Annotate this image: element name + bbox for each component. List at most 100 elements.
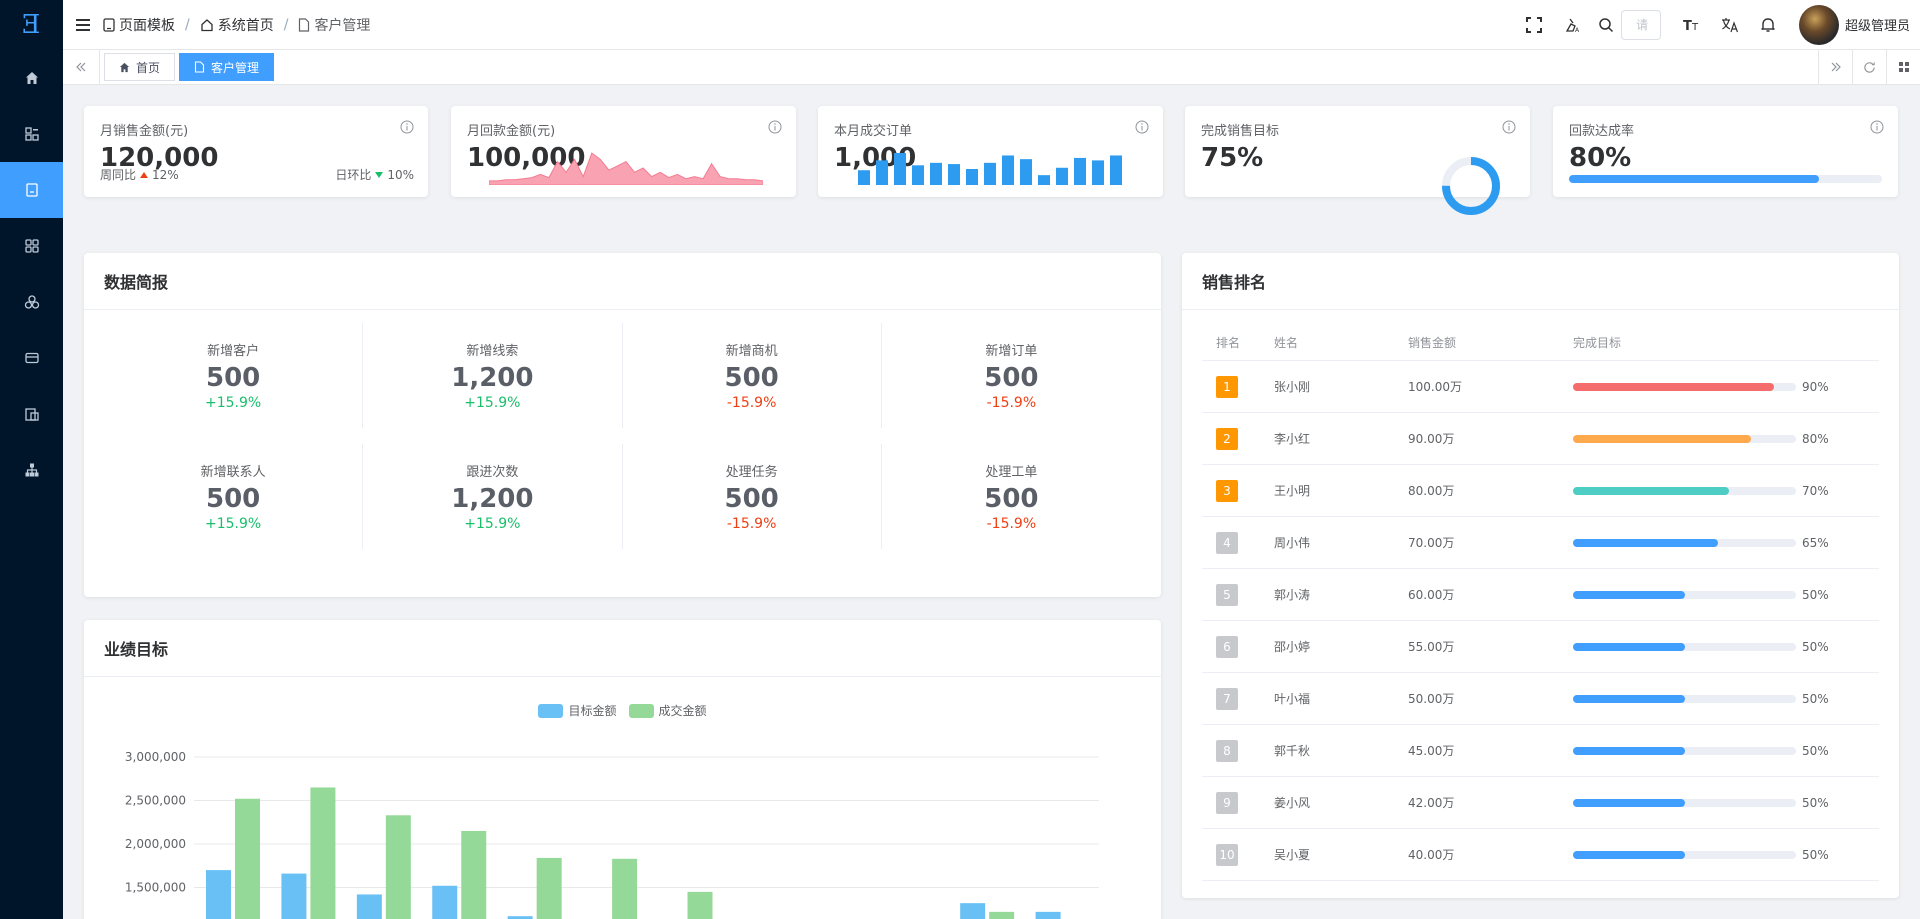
- table-row[interactable]: 2 李小红 90.00万 80%: [1202, 413, 1879, 465]
- chart-bar[interactable]: [507, 916, 533, 919]
- table-row[interactable]: 3 王小明 80.00万 70%: [1202, 465, 1879, 517]
- rank-progress: 65%: [1573, 536, 1879, 550]
- table-row[interactable]: 7 叶小福 50.00万 50%: [1202, 673, 1879, 725]
- nav-files[interactable]: [0, 386, 63, 442]
- brief-item: 新增客户 500 +15.9%: [104, 323, 364, 428]
- rank-name: 叶小福: [1274, 692, 1311, 706]
- info-icon[interactable]: [1870, 120, 1884, 134]
- rank-name: 张小刚: [1274, 380, 1311, 394]
- fullscreen-button[interactable]: [1515, 16, 1553, 33]
- rank-progress: 50%: [1573, 692, 1879, 706]
- brief-value: 500: [205, 363, 261, 393]
- info-icon[interactable]: [400, 120, 414, 134]
- table-row[interactable]: 5 郭小涛 60.00万 50%: [1202, 569, 1879, 621]
- username[interactable]: 超级管理员: [1844, 19, 1910, 34]
- theme-button[interactable]: A: [1553, 17, 1591, 33]
- table-row[interactable]: 6 邵小婷 55.00万 50%: [1202, 621, 1879, 673]
- chart-bar[interactable]: [687, 891, 713, 919]
- svg-text:T: T: [1691, 22, 1699, 32]
- files-icon: [24, 408, 39, 421]
- chart-bar[interactable]: [989, 911, 1015, 919]
- nav-components[interactable]: [0, 274, 63, 330]
- rank-amount: 40.00万: [1408, 848, 1455, 862]
- chart-bar[interactable]: [385, 815, 411, 919]
- tags-scroll-right-button[interactable]: [1818, 50, 1852, 84]
- tag-home[interactable]: 首页: [104, 53, 176, 81]
- info-icon[interactable]: [768, 120, 782, 134]
- progress-fill: [1573, 538, 1718, 547]
- spark-bar: [1056, 167, 1068, 185]
- brief-label: 新增商机: [725, 344, 778, 359]
- brief-label: 处理任务: [725, 465, 778, 480]
- chart-bar[interactable]: [206, 870, 231, 919]
- breadcrumb-item[interactable]: 系统首页: [200, 15, 274, 35]
- stat-card-monthly-orders: 本月成交订单 1,000: [818, 106, 1163, 197]
- chart-bar[interactable]: [310, 787, 336, 919]
- chart-bar[interactable]: [461, 830, 487, 919]
- breadcrumb-item[interactable]: 页面模板: [103, 15, 175, 35]
- breadcrumb: 页面模板 / 系统首页 / 客户管理: [103, 15, 370, 35]
- tags-menu-button[interactable]: [1886, 50, 1920, 84]
- chart-bar[interactable]: [356, 894, 382, 919]
- stat-title: 月销售金额(元): [100, 124, 189, 139]
- search-button[interactable]: [1591, 17, 1621, 33]
- tag-customer-management[interactable]: 客户管理: [179, 53, 275, 81]
- brief-value: 500: [724, 484, 779, 514]
- chart-bar[interactable]: [1035, 911, 1061, 919]
- chart-bar[interactable]: [536, 857, 562, 919]
- chart-bar[interactable]: [281, 873, 307, 919]
- brief-value: 1,200: [451, 484, 534, 514]
- avatar[interactable]: [1798, 4, 1839, 45]
- app-logo[interactable]: Ǝ: [22, 10, 41, 40]
- progress-fill: [1573, 590, 1685, 599]
- info-icon[interactable]: [1135, 120, 1149, 134]
- notifications-button[interactable]: [1749, 17, 1787, 33]
- info-icon[interactable]: [1502, 120, 1516, 134]
- sidebar: Ǝ: [0, 0, 63, 919]
- svg-text:T: T: [1683, 19, 1692, 32]
- brief-item: 新增订单 500 -15.9%: [882, 323, 1141, 428]
- table-row[interactable]: 8 郭千秋 45.00万 50%: [1202, 725, 1879, 777]
- nav-dashboard[interactable]: [0, 106, 63, 162]
- chart-bar[interactable]: [612, 858, 638, 919]
- day-compare: 日环比 10%: [335, 166, 414, 183]
- nav-home[interactable]: [0, 50, 63, 106]
- rank-badge: 1: [1216, 375, 1238, 398]
- nav-org-tree[interactable]: [0, 442, 63, 498]
- rank-name: 李小红: [1274, 432, 1311, 446]
- nav-document[interactable]: [0, 162, 63, 218]
- rank-cell: 5: [1202, 583, 1274, 606]
- ranking-header-cell: 排名: [1216, 336, 1241, 350]
- rank-amount: 80.00万: [1408, 484, 1455, 498]
- stat-value: 75%: [1201, 143, 1264, 173]
- rank-badge: 2: [1216, 427, 1238, 450]
- chart-bar[interactable]: [960, 903, 986, 919]
- rank-progress: 50%: [1573, 796, 1879, 810]
- chart-bar[interactable]: [235, 798, 260, 919]
- brief-value: 500: [984, 363, 1039, 393]
- nav-card[interactable]: [0, 330, 63, 386]
- legend-item[interactable]: 目标金额: [538, 702, 617, 719]
- table-row[interactable]: 10 吴小夏 40.00万 50%: [1202, 829, 1879, 881]
- table-row[interactable]: 4 周小伟 70.00万 65%: [1202, 517, 1879, 569]
- table-row[interactable]: 1 张小刚 100.00万 90%: [1202, 361, 1879, 413]
- tags-scroll-left-button[interactable]: [63, 50, 100, 84]
- legend-item[interactable]: 成交金额: [628, 702, 707, 719]
- double-chevron-left-icon: [76, 62, 86, 72]
- rank-badge: 4: [1216, 531, 1238, 554]
- table-row[interactable]: 9 姜小风 42.00万 50%: [1202, 777, 1879, 829]
- progress-label: 80%: [1802, 431, 1829, 446]
- chart-bar[interactable]: [432, 885, 458, 919]
- progress-label: 50%: [1802, 847, 1829, 862]
- rank-cell: 2: [1202, 427, 1274, 450]
- language-button[interactable]: [1711, 17, 1749, 33]
- grid-icon: [1898, 62, 1909, 72]
- sidebar-toggle-button[interactable]: [63, 18, 103, 32]
- refresh-icon: [1864, 61, 1875, 73]
- brief-change: -15.9%: [726, 395, 777, 411]
- search-input[interactable]: 请: [1620, 9, 1661, 40]
- refresh-button[interactable]: [1852, 50, 1886, 84]
- nav-apps[interactable]: [0, 218, 63, 274]
- spark-bar: [1020, 159, 1032, 185]
